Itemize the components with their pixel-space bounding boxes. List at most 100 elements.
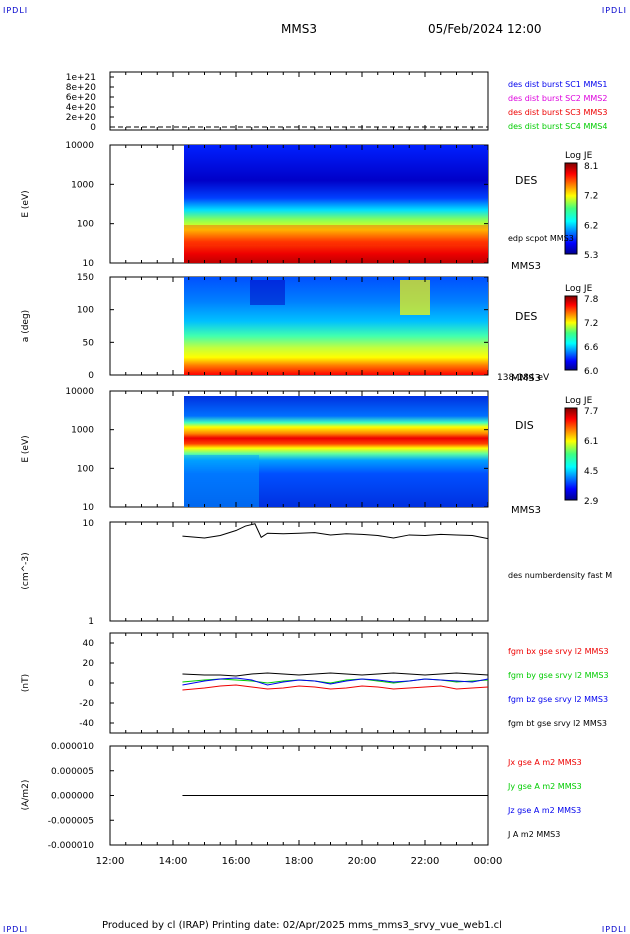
bfield-ytick-label: -20	[79, 699, 94, 709]
current-legend-item: Jx gse A m2 MMS3	[507, 758, 582, 767]
des-energy-instrument-label: DES	[515, 174, 537, 187]
corner-tag-bottom-left: IPDLI	[3, 925, 29, 934]
dis-energy-colorbar-title: Log JE	[565, 396, 593, 406]
current-legend-item: Jy gse A m2 MMS3	[507, 782, 582, 791]
bfield-series-line	[182, 684, 489, 691]
corner-tag-bottom-right: IPDLI	[601, 925, 627, 934]
density-ytick-label: 10	[83, 519, 95, 529]
spacecraft-title: MMS3	[281, 22, 317, 36]
dis-energy-ytick: 1000	[71, 426, 94, 436]
x-axis-tick-label: 22:00	[411, 856, 440, 867]
des-energy-ylabel: E (eV)	[21, 190, 31, 217]
des-pitch-colorbar-label: 7.8	[584, 295, 599, 305]
burst-ytick-label: 2e+20	[66, 113, 97, 123]
dis-energy-spacecraft-label: MMS3	[511, 505, 541, 516]
des-pitch-ytick: 150	[77, 273, 94, 283]
burst-legend-item: des dist burst SC4 MMS4	[508, 122, 607, 131]
footer-credits: Produced by cl (IRAP) Printing date: 02/…	[102, 920, 502, 931]
des-energy-spectrogram	[184, 145, 488, 263]
current-ytick-label: 0.000010	[51, 742, 94, 752]
dis-energy-colorbar-label: 6.1	[584, 437, 598, 447]
bfield-ylabel: (nT)	[21, 674, 31, 692]
density-panel	[109, 521, 489, 622]
bfield-legend-item: fgm by gse srvy l2 MMS3	[508, 671, 609, 680]
bfield-ytick-label: 40	[83, 639, 95, 649]
bfield-ytick-label: -40	[79, 719, 94, 729]
des-energy-ytick: 10000	[65, 141, 94, 151]
des-pitch-colorbar-title: Log JE	[565, 284, 593, 294]
current-ylabel: (A/m2)	[21, 780, 31, 811]
des-pitch-colorbar-label: 6.6	[584, 343, 599, 353]
burst-ytick-label: 4e+20	[66, 103, 97, 113]
corner-tag-top-left: IPDLI	[3, 6, 29, 15]
x-axis-tick-label: 16:00	[222, 856, 251, 867]
dis-energy-instrument-label: DIS	[515, 419, 534, 432]
x-axis-tick-label: 18:00	[285, 856, 314, 867]
bfield-panel	[109, 632, 489, 734]
dis-energy-colorbar-label: 2.9	[584, 497, 599, 507]
dis-energy-ylabel: E (eV)	[21, 435, 31, 462]
des-pitch-instrument-label: DES	[515, 310, 537, 323]
current-legend-item: J A m2 MMS3	[507, 830, 560, 839]
current-ytick-label: 0.000005	[51, 767, 94, 777]
des-pitch-range-label: 138-184 eV	[497, 373, 550, 383]
x-axis-tick-label: 12:00	[96, 856, 125, 867]
burst-legend-item: des dist burst SC2 MMS2	[508, 94, 607, 103]
des-energy-ytick: 1000	[71, 180, 94, 190]
density-legend-item: des numberdensity fast M	[508, 571, 612, 580]
burst-ytick-label: 0	[90, 123, 96, 133]
des-energy-colorbar-label: 6.2	[584, 221, 598, 231]
bfield-ytick-label: 20	[83, 659, 95, 669]
burst-legend-item: des dist burst SC1 MMS1	[508, 80, 607, 89]
des-energy-colorbar-title: Log JE	[565, 151, 593, 161]
current-ytick-label: -0.000005	[48, 816, 94, 826]
des-pitch-ytick: 100	[77, 306, 94, 316]
colorbar-1	[564, 162, 578, 255]
des-pitch-colorbar-label: 7.2	[584, 319, 598, 329]
dis-energy-colorbar-label: 4.5	[584, 467, 598, 477]
bfield-series-line	[182, 677, 489, 686]
density-ytick-label: 1	[88, 617, 94, 627]
colorbar-3	[564, 407, 578, 501]
current-ytick-label: 0.000000	[51, 792, 94, 802]
des-energy-ytick: 100	[77, 220, 94, 230]
burst-legend-item: des dist burst SC3 MMS3	[508, 108, 607, 117]
dis-energy-ytick: 10000	[65, 387, 94, 397]
des-energy-band	[184, 225, 488, 245]
x-axis-tick-label: 00:00	[474, 856, 503, 867]
dis-energy-colorbar-label: 7.7	[584, 407, 598, 417]
corner-tag-top-right: IPDLI	[601, 6, 627, 15]
bfield-legend-item: fgm bz gse srvy l2 MMS3	[508, 695, 608, 704]
density-series-line	[182, 523, 489, 540]
burst-panel-frame	[109, 71, 489, 131]
burst-ytick-label: 1e+21	[66, 73, 96, 83]
dis-energy-ytick: 100	[77, 464, 94, 474]
des-pitch-ylabel: a (deg)	[21, 310, 31, 342]
burst-ytick-label: 8e+20	[66, 83, 97, 93]
current-ytick-label: -0.000010	[48, 841, 94, 851]
des-pitch-ytick: 0	[88, 371, 94, 381]
bfield-legend-item: fgm bt gse srvy l2 MMS3	[508, 719, 607, 728]
des-energy-spacecraft-label: MMS3	[511, 261, 541, 272]
date-title: 05/Feb/2024 12:00	[428, 22, 542, 36]
burst-ytick-label: 6e+20	[66, 93, 97, 103]
x-axis-tick-label: 14:00	[159, 856, 188, 867]
bfield-ytick-label: 0	[88, 679, 94, 689]
density-ylabel: (cm^-3)	[21, 552, 31, 589]
des-pitch-feature	[400, 280, 430, 315]
des-pitch-spacecraft-label: MMS3	[511, 373, 541, 384]
dis-energy-feature	[184, 455, 259, 507]
bfield-legend-item: fgm bx gse srvy l2 MMS3	[508, 647, 609, 656]
des-energy-ytick: 10	[83, 259, 95, 269]
bfield-series-line	[182, 672, 489, 677]
current-legend-item: Jz gse A m2 MMS3	[507, 806, 581, 815]
des-pitch-spectrogram	[184, 277, 488, 375]
des-pitch-ytick: 50	[83, 338, 95, 348]
des-pitch-feature-2	[250, 280, 285, 305]
des-energy-colorbar-label: 8.1	[584, 162, 598, 172]
des-energy-colorbar-label: 5.3	[584, 251, 598, 261]
des-energy-sublabel: edp scpot MMS3	[508, 234, 574, 243]
dis-energy-ytick: 10	[83, 503, 95, 513]
